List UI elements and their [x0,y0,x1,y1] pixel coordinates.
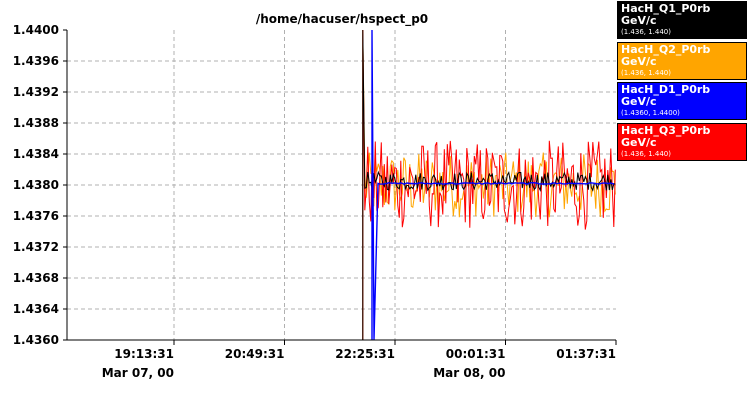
y-tick-label: 1.4368 [13,271,59,285]
legend-unit: GeV/c [621,95,657,108]
y-tick-label: 1.4400 [13,23,59,37]
x-tick-time: 19:13:31 [114,347,174,361]
x-tick-date: Mar 07, 00 [102,366,174,380]
y-tick-label: 1.4376 [13,209,59,223]
chart-title: /home/hacuser/hspect_p0 [256,12,428,27]
x-tick-time: 00:01:31 [446,347,506,361]
y-tick-label: 1.4364 [13,302,59,316]
legend-range: (1.436, 1.440) [621,28,671,36]
x-tick-time: 22:25:31 [335,347,395,361]
legend-entry: HacH_Q1_P0rb GeV/c (1.436, 1.440) [617,1,747,39]
series-layer [362,29,616,341]
legend-entry: HacH_Q3_P0rb GeV/c (1.436, 1.440) [617,122,747,161]
grid [67,30,616,340]
x-tick-time: 20:49:31 [225,347,285,361]
series-line-HacH_Q1_P0rb [362,29,616,340]
legend-range: (1.4360, 1.4400) [621,109,680,117]
legend-series-name: HacH_Q1_P0rb [621,2,711,15]
x-axis-ticks: 19:13:31 Mar 07, 00 20:49:31 22:25:31 00:01:… [102,340,617,380]
legend-entry: HacH_D1_P0rb GeV/c (1.4360, 1.4400) [617,82,747,120]
y-tick-label: 1.4392 [13,85,59,99]
y-axis-ticks: 1.4360 1.4364 1.4368 1.4372 1.4376 1.4380 1.43… [13,23,67,347]
legend-unit: GeV/c [621,135,657,149]
legend-series-name: HacH_Q3_P0rb [621,123,711,137]
legend-range: (1.436, 1.440) [621,68,671,77]
legend-unit: GeV/c [621,14,657,27]
legend-unit: GeV/c [621,54,657,68]
legend-range: (1.436, 1.440) [621,149,671,158]
legend-series-name: HacH_Q2_P0rb [621,42,711,56]
y-tick-label: 1.4380 [13,178,59,192]
series-line-HacH_D1_P0rb [371,29,615,341]
y-tick-label: 1.4384 [13,147,59,161]
legend-series-name: HacH_D1_P0rb [621,83,711,96]
y-tick-label: 1.4396 [13,54,59,68]
legend-entry: HacH_Q2_P0rb GeV/c (1.436, 1.440) [617,41,747,80]
x-tick-time: 01:37:31 [556,347,616,361]
y-tick-label: 1.4360 [13,333,59,347]
series-line-HacH_Q3_P0rb [362,29,616,340]
y-tick-label: 1.4372 [13,240,59,254]
x-tick-date: Mar 08, 00 [433,366,505,380]
y-tick-label: 1.4388 [13,116,59,130]
